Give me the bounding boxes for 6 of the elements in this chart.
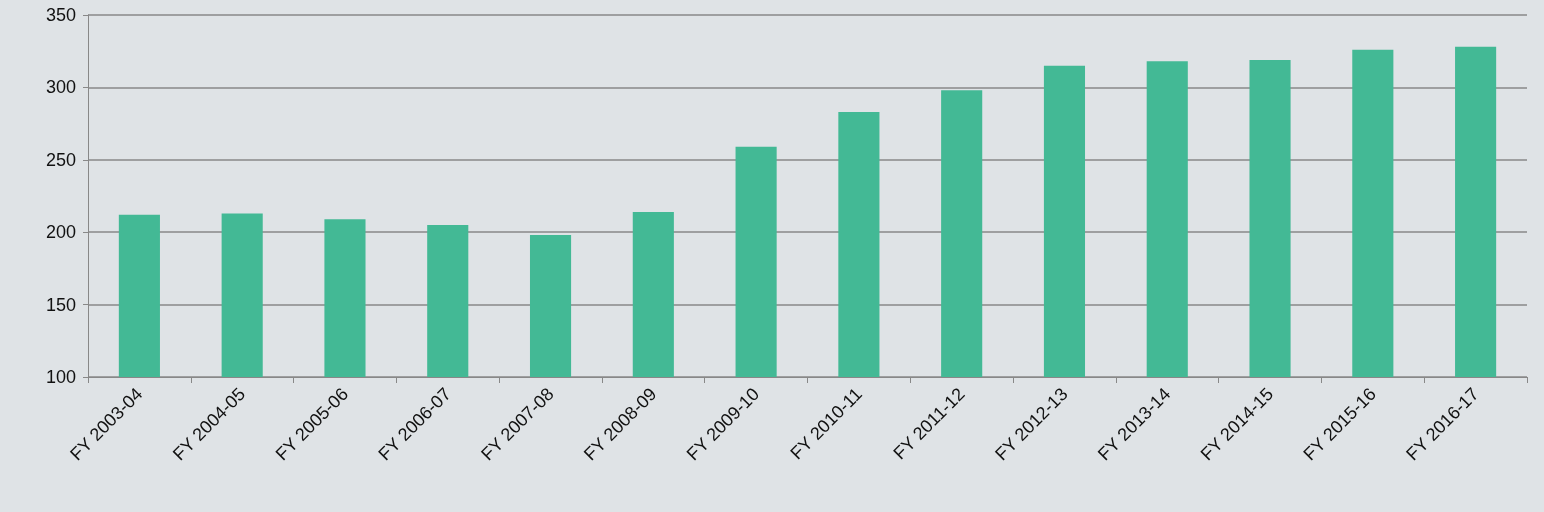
y-tick-label: 350: [45, 5, 76, 25]
y-tick-label: 150: [45, 294, 76, 315]
y-tick-label: 300: [45, 77, 76, 98]
y-tick-label: 250: [45, 149, 76, 170]
y-tick-label: 200: [45, 222, 76, 243]
y-tick-label: 100: [45, 367, 76, 387]
